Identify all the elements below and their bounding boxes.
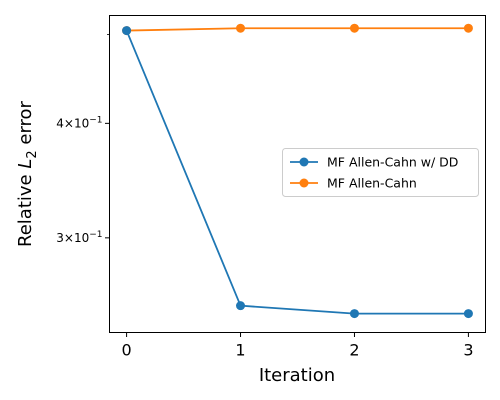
legend-box: [282, 148, 479, 197]
series-line-0: [125, 30, 469, 315]
series-0-point: [236, 301, 246, 311]
x-axis-title: Iteration: [259, 365, 335, 386]
series-0-point: [349, 309, 359, 319]
series-1-point: [236, 23, 246, 33]
series-0-point: [463, 309, 473, 319]
y-tick-label: 4×10−1: [56, 115, 102, 130]
x-tick-label: 3: [463, 341, 473, 360]
y-axis-title: Relative L2 error: [15, 100, 40, 247]
legend-label-dd: MF Allen-Cahn w/ DD: [327, 155, 458, 170]
y-tick-label: 3×10−1: [56, 230, 102, 245]
series-1-point: [349, 23, 359, 33]
legend: MF Allen-Cahn w/ DD MF Allen-Cahn: [282, 148, 479, 197]
legend-marker-base: [299, 178, 309, 188]
x-tick-label: 0: [121, 341, 131, 360]
x-tick-label: 2: [349, 341, 359, 360]
series-line-1: [126, 27, 469, 32]
series-layer: [122, 23, 473, 319]
axes-layer: 0 1 2 3 3×10−1 4×10−1: [56, 34, 474, 360]
plot-frame: [109, 15, 486, 333]
legend-label-base: MF Allen-Cahn: [327, 176, 417, 191]
series-1-point: [463, 23, 473, 33]
series-0-point: [122, 26, 132, 36]
legend-marker-dd: [299, 157, 309, 167]
x-tick-label: 1: [235, 341, 245, 360]
